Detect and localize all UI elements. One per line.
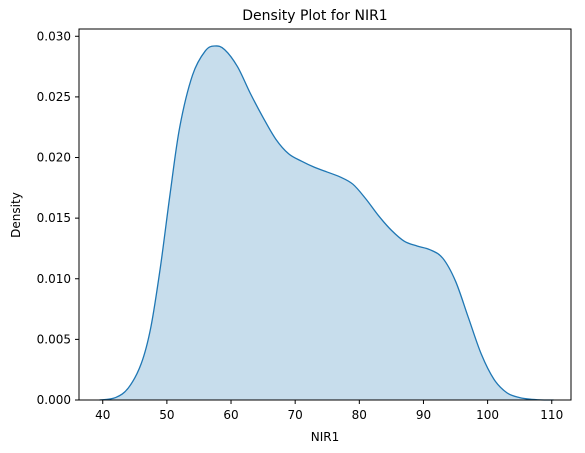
y-tick-label: 0.030: [37, 29, 71, 43]
plot-frame: [78, 28, 572, 401]
x-tick-label: 60: [223, 408, 238, 422]
x-tick-label: 70: [288, 408, 303, 422]
y-tick-label: 0.005: [37, 332, 71, 346]
y-tick-label: 0.020: [37, 151, 71, 165]
x-tick-label: 100: [476, 408, 499, 422]
x-tick-label: 90: [416, 408, 431, 422]
x-tick-label: 40: [95, 408, 110, 422]
y-tick-label: 0.000: [37, 393, 71, 407]
y-axis-title: Density: [9, 192, 23, 238]
x-axis-title: NIR1: [311, 430, 340, 444]
x-tick-label: 110: [540, 408, 563, 422]
y-tick-label: 0.010: [37, 272, 71, 286]
density-curve-line: [99, 45, 554, 401]
y-tick-label: 0.025: [37, 90, 71, 104]
x-tick-label: 50: [159, 408, 174, 422]
chart-title: Density Plot for NIR1: [242, 8, 387, 24]
y-tick-label: 0.015: [37, 211, 71, 225]
density-area-fill: [99, 45, 554, 400]
x-tick-label: 80: [352, 408, 367, 422]
